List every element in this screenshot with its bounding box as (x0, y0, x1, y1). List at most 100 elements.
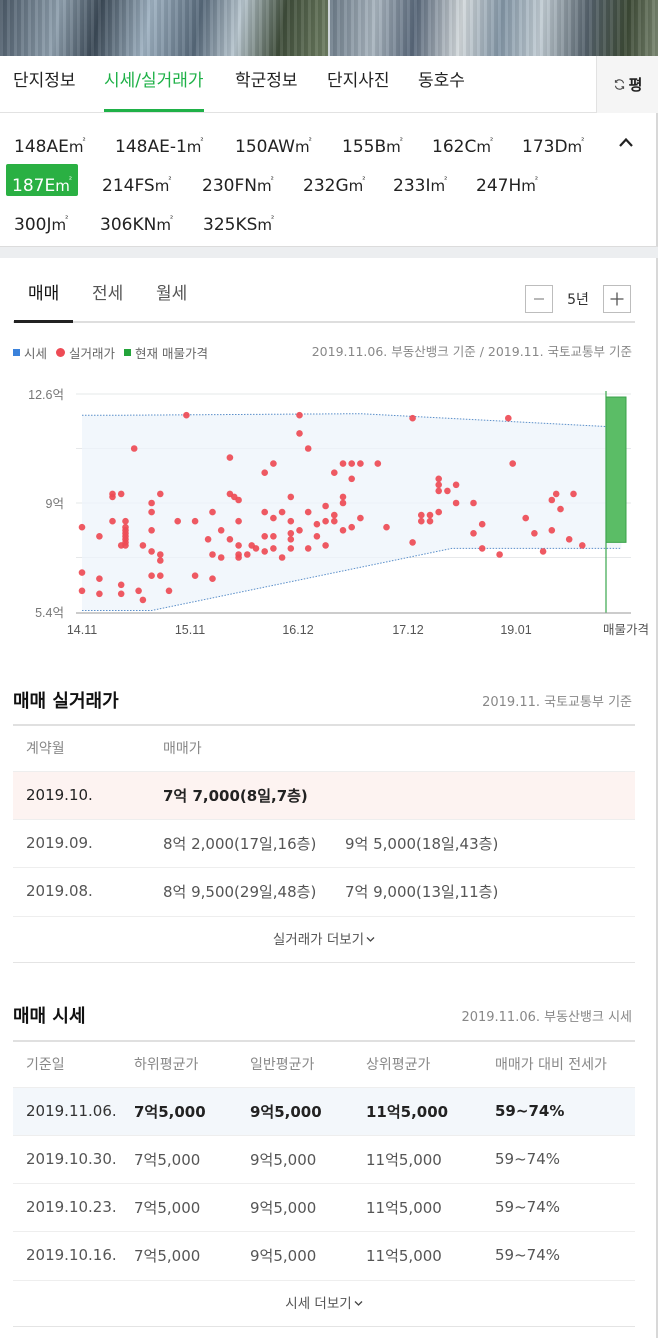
base-date: 2019.10.30. (13, 1134, 134, 1183)
market-price-band (82, 413, 622, 611)
real-trade-point (96, 590, 103, 598)
area-unit: m (154, 177, 170, 195)
square-icon (124, 348, 132, 356)
real-trade-point (304, 508, 312, 516)
real-trade-point (383, 523, 390, 531)
area-unit: m (386, 138, 401, 156)
real-trade-point (548, 496, 556, 504)
tab-building-units[interactable]: 동호수 (418, 71, 465, 91)
complex-photo[interactable] (330, 0, 658, 56)
real-trade-point (435, 487, 443, 495)
tab-jeonse[interactable]: 전세 (92, 284, 124, 304)
area-chip[interactable]: 300Jm² (8, 203, 74, 235)
period-increase-button[interactable] (603, 285, 631, 313)
circle-icon (56, 347, 66, 357)
tab-monthly-rent[interactable]: 월세 (156, 284, 188, 304)
real-trade-point (287, 493, 295, 501)
area-chip-selected[interactable]: 187Em² (6, 164, 79, 196)
real-trade-point (78, 523, 86, 531)
more-label: 실거래가 더보기 (272, 932, 365, 948)
real-trade-point (452, 481, 460, 489)
area-chip[interactable]: 162Cm² (426, 125, 499, 157)
real-trade-point (122, 542, 129, 549)
real-trade-point (235, 496, 242, 504)
area-chip[interactable]: 325KSm² (197, 203, 280, 235)
area-chip-label: 173D (522, 137, 568, 157)
real-trade-point (148, 572, 155, 579)
area-chip-label: 150AW (235, 137, 295, 157)
table-row[interactable]: 2019.08. 8억 9,500(29일,48층) 7억 9,000(13일,… (13, 866, 635, 915)
real-trade-point (217, 554, 225, 561)
area-chip[interactable]: 230FNm² (196, 164, 280, 196)
real-trade-point (418, 511, 425, 519)
tab-complex-info[interactable]: 단지정보 (13, 71, 76, 91)
tab-sale[interactable]: 매매 (13, 271, 74, 323)
real-trade-point (409, 414, 416, 422)
price-scatter-chart[interactable]: 12.6억 9억 5.4억 14.11 15.11 16.12 17.12 19.01 매물가… (0, 380, 658, 650)
area-unit: m (348, 177, 364, 195)
real-trade-point (435, 475, 443, 483)
table-row[interactable]: 2019.10.16. 7억5,000 9억5,000 11억5,000 59~… (13, 1230, 635, 1279)
area-chip[interactable]: 173Dm² (516, 125, 590, 157)
complex-photo-strip[interactable] (0, 0, 658, 56)
area-chip-label: 306KN (100, 215, 157, 235)
table-row[interactable]: 2019.10. 7억 7,000(8일,7층) (13, 770, 635, 819)
trade-price: 8억 9,500(29일,48층) (163, 866, 345, 915)
table-row[interactable]: 2019.10.30. 7억5,000 9억5,000 11억5,000 59~… (13, 1134, 635, 1183)
real-trades-more-button[interactable]: 실거래가 더보기 (13, 916, 635, 963)
area-chip[interactable]: 148AE-1m² (109, 125, 210, 157)
price-chart[interactable]: 12.6억 9억 5.4억 14.11 15.11 16.12 17.12 19.01 매물가… (0, 380, 658, 650)
table-header-row: 계약월 매매가 (13, 724, 635, 771)
real-trade-point (470, 530, 477, 537)
real-trade-point (130, 445, 138, 452)
area-unit-sup: ² (68, 175, 73, 184)
real-trade-point (244, 551, 251, 558)
real-trades-title: 매매 실거래가 (13, 691, 119, 712)
real-trade-point (339, 460, 347, 467)
area-unit-sup: ² (308, 136, 312, 145)
trade-type-tabs: 매매 전세 월세 (13, 271, 635, 323)
tab-complex-photos[interactable]: 단지사진 (327, 71, 390, 91)
area-chip[interactable]: 247Hm² (470, 164, 544, 196)
real-trade-point (313, 520, 321, 528)
real-trade-point (217, 527, 225, 534)
period-decrease-button[interactable] (525, 285, 553, 313)
area-chip[interactable]: 214FSm² (96, 164, 178, 196)
x-axis-labels: 14.11 15.11 16.12 17.12 19.01 매물가격 (67, 623, 649, 637)
real-trade-point (183, 411, 190, 419)
real-trade-point (444, 487, 451, 495)
legend-label: 시세 (24, 345, 48, 361)
complex-photo[interactable] (0, 0, 328, 56)
table-row[interactable]: 2019.10.23. 7억5,000 9억5,000 11억5,000 59~… (13, 1182, 635, 1231)
area-chip[interactable]: 155Bm² (336, 125, 409, 157)
area-chip[interactable]: 306KNm² (94, 203, 179, 235)
real-trade-point (209, 551, 216, 558)
real-trade-point (278, 508, 286, 516)
chevron-down-icon (354, 1301, 363, 1306)
area-chip[interactable]: 148AEm² (8, 125, 92, 157)
market-price-more-button[interactable]: 시세 더보기 (13, 1280, 635, 1327)
real-trade-point (287, 530, 295, 537)
table-row[interactable]: 2019.11.06. 7억5,000 9억5,000 11억5,000 59~… (13, 1086, 635, 1135)
real-trade-point (426, 517, 434, 525)
collapse-area-list-button[interactable] (616, 134, 636, 150)
base-date: 2019.10.16. (13, 1230, 134, 1279)
tab-price-transactions[interactable]: 시세/실거래가 (104, 56, 204, 113)
tab-school-info[interactable]: 학군정보 (235, 71, 298, 91)
area-unit-sup: ² (270, 175, 274, 184)
real-trade-point (296, 411, 303, 419)
mid-avg-price: 9억5,000 (250, 1230, 366, 1279)
area-chip-label: 300J (14, 215, 52, 235)
main-tab-bar: 단지정보 시세/실거래가 학군정보 단지사진 동호수 평 (0, 56, 658, 113)
unit-toggle-button[interactable]: 평 (596, 56, 658, 113)
real-trade-point (509, 460, 516, 467)
market-price-table: 기준일 하위평균가 일반평균가 상위평균가 매매가 대비 전세가 2019.11… (13, 1040, 635, 1279)
area-chip-label: 232G (303, 176, 349, 196)
real-trade-point (522, 514, 529, 522)
real-trade-point (313, 533, 321, 540)
table-row[interactable]: 2019.09. 8억 2,000(17일,16층) 9억 5,000(18일,… (13, 818, 635, 867)
area-chip[interactable]: 232Gm² (297, 164, 371, 196)
area-chip[interactable]: 233Im² (387, 164, 453, 196)
area-chip[interactable]: 150AWm² (229, 125, 318, 157)
real-trade-point (287, 536, 295, 543)
